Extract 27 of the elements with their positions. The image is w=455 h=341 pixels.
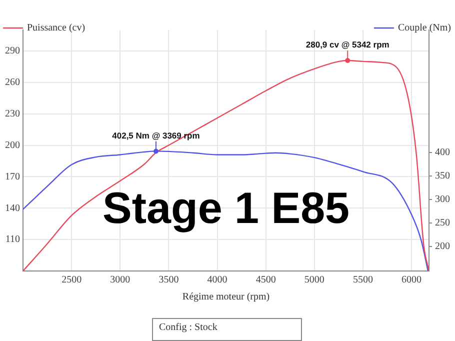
y2-tick-label: 350 [435, 170, 450, 182]
x-axis-title: Régime moteur (rpm) [182, 292, 270, 303]
y2-tick-label: 400 [435, 147, 450, 158]
x-tick-label: 5500 [352, 274, 373, 286]
x-tick-label: 3000 [110, 274, 130, 286]
legend-label: Puissance (cv) [27, 22, 86, 34]
x-tick-label: 3500 [158, 274, 179, 286]
y2-tick-label: 300 [435, 194, 450, 206]
y-tick-label: 230 [5, 108, 20, 120]
y2-tick-label: 250 [435, 218, 450, 229]
y2-tick-label: 200 [435, 241, 450, 252]
y-tick-label: 170 [5, 171, 20, 182]
x-tick-label: 6000 [402, 274, 422, 286]
y-tick-label: 200 [5, 140, 20, 151]
x-tick-label: 2500 [62, 274, 82, 286]
x-tick-label: 4000 [207, 274, 228, 286]
annotation: Stage 1 E85 [102, 184, 350, 233]
data-label: 402,5 Nm @ 3369 rpm [112, 130, 200, 140]
y-tick-label: 260 [5, 77, 20, 88]
x-tick-label: 5000 [304, 274, 324, 286]
y-tick-label: 140 [5, 202, 20, 214]
legend-label: Couple (Nm) [398, 22, 451, 34]
x-tick-label: 4500 [256, 274, 276, 286]
text: Config : Stock [152, 318, 302, 341]
y-tick-label: 290 [5, 46, 20, 57]
y-tick-label: 110 [5, 234, 20, 246]
data-label: 280,9 cv @ 5342 rpm [306, 40, 390, 50]
